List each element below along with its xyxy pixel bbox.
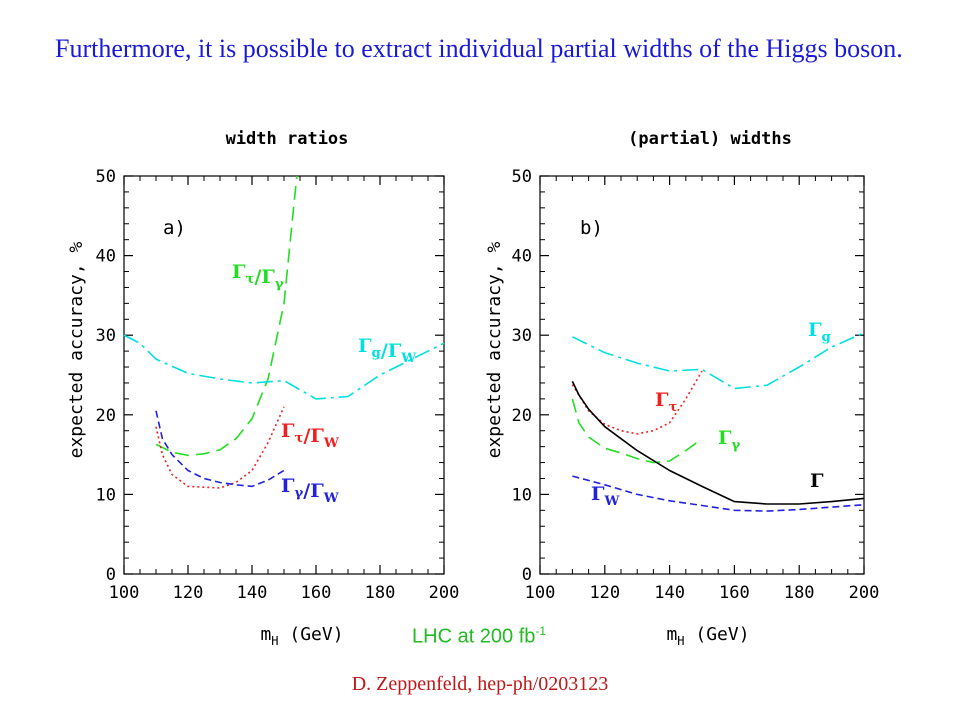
x-tick-label: 140 — [654, 583, 685, 603]
series-label: Γ — [810, 470, 824, 492]
chart-title: width ratios — [226, 129, 349, 149]
y-tick-label: 40 — [512, 247, 532, 267]
x-tick-label: 100 — [109, 583, 140, 603]
caption-exponent: -1 — [535, 624, 547, 638]
series-line — [571, 370, 703, 435]
y-tick-label: 0 — [522, 565, 532, 585]
y-tick-label: 20 — [96, 406, 116, 426]
x-tick-label: 160 — [719, 583, 750, 603]
panel-b-partial-widths: 0 10 20 30 40 50 100 120 140 160 180 200 (partial) w… — [484, 129, 879, 648]
panel-label: a) — [163, 217, 186, 239]
series-line — [155, 410, 285, 488]
series-line — [155, 406, 285, 489]
x-axis-label: mH (GeV) — [260, 624, 343, 648]
y-tick-label: 50 — [96, 167, 116, 187]
series-line — [123, 334, 445, 400]
series-line — [572, 475, 865, 512]
series-label: Γg — [808, 319, 831, 345]
slide-title: Furthermore, it is possible to extract i… — [55, 34, 903, 63]
series-label: Γγ/ΓW — [281, 475, 340, 506]
y-tick-label: 0 — [106, 565, 116, 585]
series-line — [155, 175, 298, 457]
x-tick-label: 100 — [525, 583, 556, 603]
series-label: Γγ — [718, 427, 741, 453]
series-label: Γτ/Γγ — [232, 261, 284, 292]
y-tick-label: 20 — [512, 406, 532, 426]
x-tick-label: 200 — [429, 583, 460, 603]
y-tick-label: 10 — [96, 485, 116, 505]
x-tick-label: 200 — [849, 583, 880, 603]
y-tick-label: 30 — [96, 326, 116, 346]
x-tick-label: 120 — [589, 583, 620, 603]
luminosity-caption: LHC at 200 fb-1 — [412, 624, 546, 649]
y-tick-label: 30 — [512, 326, 532, 346]
series-label: ΓW — [591, 483, 621, 509]
panel-label: b) — [580, 217, 603, 239]
x-tick-label: 180 — [365, 583, 396, 603]
series-label: Γτ/ΓW — [281, 420, 340, 451]
x-tick-label: 120 — [173, 583, 204, 603]
series-label: Γτ — [655, 389, 678, 415]
series-line — [571, 381, 865, 505]
series-line — [571, 398, 703, 464]
y-tick-label: 10 — [512, 485, 532, 505]
y-axis-label: expected accuracy, % — [484, 241, 505, 458]
x-axis-label: mH (GeV) — [666, 624, 749, 648]
series-line — [572, 332, 865, 390]
y-tick-label: 40 — [96, 247, 116, 267]
x-tick-label: 180 — [784, 583, 815, 603]
panel-a-width-ratios: 0 10 20 30 40 50 100 120 140 160 180 200 width ratio… — [66, 129, 459, 648]
series-label: Γg/ΓW — [358, 335, 417, 366]
x-tick-label: 140 — [237, 583, 268, 603]
x-tick-label: 160 — [301, 583, 332, 603]
y-axis-label: expected accuracy, % — [66, 241, 87, 458]
chart-title: (partial) widths — [628, 129, 792, 149]
y-tick-label: 50 — [512, 167, 532, 187]
citation: D. Zeppenfeld, hep-ph/0203123 — [351, 673, 609, 695]
caption-text: LHC at 200 fb — [412, 625, 536, 648]
